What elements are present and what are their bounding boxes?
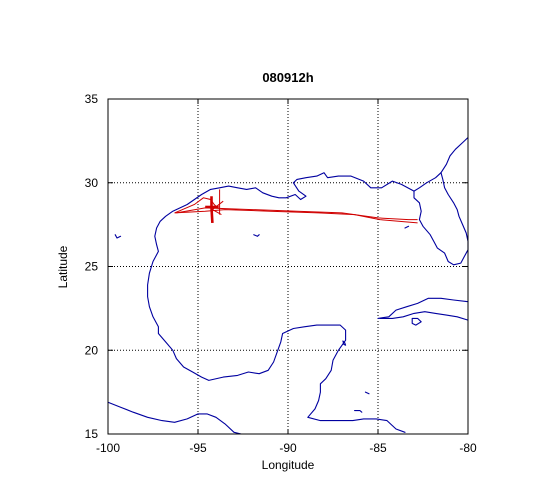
coastline-cay-1 <box>114 234 122 239</box>
coastline-layer <box>107 136 469 435</box>
coastline-cuba <box>377 297 469 319</box>
x-tick-label: -85 <box>369 441 387 455</box>
coastline-cuba-south <box>379 311 469 321</box>
coastline-cay-3 <box>253 234 260 237</box>
ike-track-marker-ray-2 <box>212 209 222 216</box>
y-tick-label: 35 <box>85 92 99 106</box>
coastline-cay-2 <box>404 225 410 229</box>
coastline-cozumel <box>342 340 347 346</box>
coastline-atlantic-coast-southeast <box>440 136 469 174</box>
y-tick-label: 25 <box>85 260 99 274</box>
grid <box>108 99 468 434</box>
chart-title: 080912h <box>262 70 313 85</box>
x-tick-label: -80 <box>459 441 477 455</box>
coastline-isla-de-la-juventud <box>411 317 422 326</box>
coastline-florida-peninsula <box>413 172 469 266</box>
y-axis-ticks: 15 20 25 30 35 <box>85 92 468 441</box>
y-tick-label: 20 <box>85 343 99 357</box>
y-axis-label: Latitude <box>56 245 70 288</box>
coastline-cay-4 <box>364 391 370 395</box>
coastline-pacific-coast-mexico <box>107 401 242 435</box>
x-tick-label: -95 <box>189 441 207 455</box>
x-axis-label: Longitude <box>262 458 315 472</box>
coastline-gulf-north-and-west-coast <box>147 172 442 433</box>
x-axis-ticks: -100 -95 -90 -85 -80 <box>96 99 477 455</box>
y-tick-label: 15 <box>85 427 99 441</box>
x-tick-label: -100 <box>96 441 120 455</box>
ike-track-return <box>174 209 418 224</box>
storm-track-layer <box>174 189 418 224</box>
y-tick-label: 30 <box>85 176 99 190</box>
ike-landfall-stem <box>210 196 214 223</box>
coastline-cay-5 <box>354 410 363 413</box>
x-tick-label: -90 <box>279 441 297 455</box>
